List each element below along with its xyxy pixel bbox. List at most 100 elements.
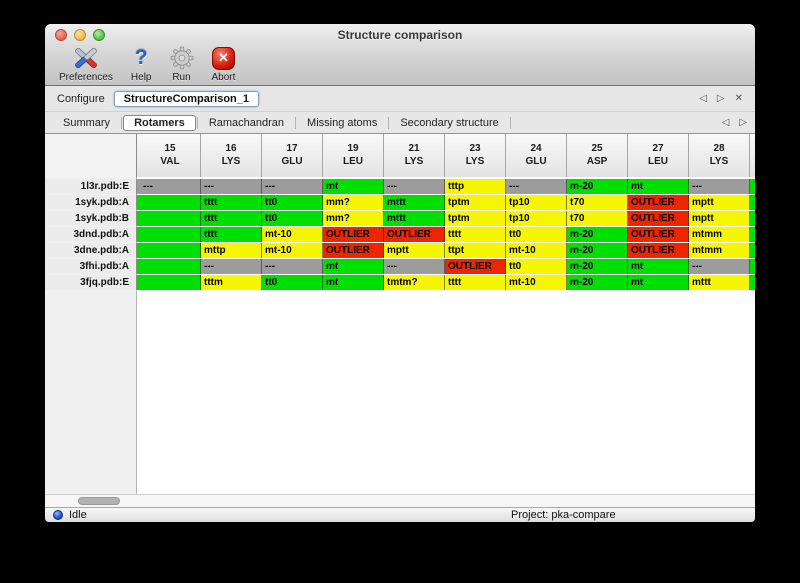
rotamer-cell[interactable]: tttp	[445, 179, 506, 194]
run-button[interactable]: Run	[170, 45, 194, 83]
rotamer-cell[interactable]: m-20	[567, 227, 628, 242]
rotamer-cell[interactable]: t70	[567, 195, 628, 210]
rotamer-cell[interactable]: OUTLIER	[323, 243, 384, 258]
rotamer-cell[interactable]: mt	[628, 179, 689, 194]
rotamer-cell[interactable]: OUTLIER	[384, 227, 445, 242]
rotamer-cell[interactable]	[140, 211, 201, 226]
rotamer-cell[interactable]: ttpt	[445, 243, 506, 258]
rotamer-cell[interactable]	[140, 227, 201, 242]
config-scroll-left-icon[interactable]: ◁	[699, 93, 707, 104]
rotamer-cell[interactable]: tt0	[262, 195, 323, 210]
rotamer-cell[interactable]: ---	[689, 259, 750, 274]
rotamer-cell[interactable]: mtmm	[689, 227, 750, 242]
rotamer-cell[interactable]: mttt	[384, 195, 445, 210]
rotamer-cell[interactable]	[140, 275, 201, 290]
rotamer-cell[interactable]: tttt	[201, 211, 262, 226]
row-label[interactable]: 1l3r.pdb:E	[45, 179, 137, 194]
rotamer-cell[interactable]: mt	[628, 259, 689, 274]
rotamer-cell[interactable]: tptm	[445, 195, 506, 210]
rotamer-cell[interactable]: tp10	[506, 195, 567, 210]
rotamer-cell[interactable]: OUTLIER	[323, 227, 384, 242]
rotamer-cell[interactable]: mttp	[201, 243, 262, 258]
config-close-icon[interactable]: ✕	[734, 93, 743, 104]
rotamer-cell[interactable]: ---	[506, 179, 567, 194]
rotamer-cell[interactable]: mt	[323, 179, 384, 194]
rotamer-cell[interactable]: tttt	[201, 195, 262, 210]
configuration-tab[interactable]: StructureComparison_1	[113, 90, 260, 107]
column-header: 21 LYS	[384, 134, 445, 177]
help-button[interactable]: ? Help	[131, 45, 152, 83]
tabs-scroll-right-icon[interactable]: ▷	[739, 117, 747, 128]
rotamer-cell[interactable]: mm?	[323, 211, 384, 226]
rotamer-cell[interactable]: tttt	[445, 275, 506, 290]
horizontal-scrollbar[interactable]	[45, 494, 755, 507]
preferences-button[interactable]: Preferences	[59, 45, 113, 83]
rotamer-cell[interactable]: t70	[567, 211, 628, 226]
row-label[interactable]: 3dne.pdb:A	[45, 243, 137, 258]
rotamer-cell[interactable]: ---	[689, 179, 750, 194]
rotamer-cell[interactable]: mptt	[689, 211, 750, 226]
tab-rotamers[interactable]: Rotamers	[123, 114, 196, 131]
rotamer-cell[interactable]: mttt	[689, 275, 750, 290]
row-label[interactable]: 1syk.pdb:B	[45, 211, 137, 226]
rotamer-cell[interactable]: OUTLIER	[628, 211, 689, 226]
row-label[interactable]: 3dnd.pdb:A	[45, 227, 137, 242]
row-label[interactable]: 3fjq.pdb:E	[45, 275, 137, 290]
rotamer-cell[interactable]: ---	[140, 179, 201, 194]
rotamer-cell[interactable]: mt	[323, 275, 384, 290]
rotamer-cell[interactable]: ---	[384, 179, 445, 194]
rotamer-cell[interactable]: mt-10	[506, 243, 567, 258]
tab-ramachandran[interactable]: Ramachandran	[208, 116, 285, 129]
rotamer-cell[interactable]: tt0	[262, 275, 323, 290]
rotamer-cell[interactable]: OUTLIER	[628, 243, 689, 258]
row-label[interactable]: 1syk.pdb:A	[45, 195, 137, 210]
rotamer-cell[interactable]: ---	[262, 259, 323, 274]
rotamer-cell[interactable]: mt-10	[262, 243, 323, 258]
rotamer-cell[interactable]: tttt	[445, 227, 506, 242]
scrollbar-thumb[interactable]	[78, 497, 120, 505]
rotamer-cell[interactable]: OUTLIER	[445, 259, 506, 274]
minimize-button[interactable]	[74, 29, 86, 41]
rotamer-cell[interactable]: mm?	[323, 195, 384, 210]
rotamer-cell[interactable]: mt-10	[262, 227, 323, 242]
config-scroll-right-icon[interactable]: ▷	[716, 93, 725, 104]
rotamer-cell[interactable]: tttt	[201, 227, 262, 242]
rotamer-cell[interactable]: tt0	[506, 227, 567, 242]
rotamer-cell[interactable]: ---	[201, 259, 262, 274]
column-header: 16 LYS	[201, 134, 262, 177]
rotamer-cell[interactable]: OUTLIER	[628, 195, 689, 210]
zoom-button[interactable]	[93, 29, 105, 41]
rotamer-cell[interactable]: m-20	[567, 275, 628, 290]
abort-button[interactable]: ✕ Abort	[212, 45, 235, 83]
tabs-scroll-left-icon[interactable]: ◁	[721, 117, 730, 128]
tab-summary[interactable]: Summary	[63, 116, 111, 129]
rotamer-cell[interactable]	[140, 195, 201, 210]
rotamer-cell[interactable]: mt	[323, 259, 384, 274]
rotamer-cell[interactable]: mt	[628, 275, 689, 290]
rotamer-cell[interactable]: tmtm?	[384, 275, 445, 290]
rotamer-cell[interactable]	[140, 259, 201, 274]
tab-missing-atoms[interactable]: Missing atoms	[307, 116, 378, 129]
rotamer-cell[interactable]: mtmm	[689, 243, 750, 258]
rotamer-cell[interactable]: tp10	[506, 211, 567, 226]
rotamer-cell[interactable]	[140, 243, 201, 258]
rotamer-cell[interactable]: m-20	[567, 179, 628, 194]
rotamer-cell[interactable]: ---	[384, 259, 445, 274]
close-button[interactable]	[55, 29, 67, 41]
rotamer-cell[interactable]: mptt	[689, 195, 750, 210]
rotamer-cell[interactable]: mptt	[384, 243, 445, 258]
rotamer-cell[interactable]: m-20	[567, 243, 628, 258]
rotamer-cell[interactable]: mt-10	[506, 275, 567, 290]
rotamer-cell[interactable]: mttt	[384, 211, 445, 226]
row-label[interactable]: 3fhi.pdb:A	[45, 259, 137, 274]
rotamer-cell[interactable]: tt0	[262, 211, 323, 226]
rotamer-cell[interactable]: tptm	[445, 211, 506, 226]
rotamer-cell[interactable]: ---	[262, 179, 323, 194]
rotamer-cell[interactable]: m-20	[567, 259, 628, 274]
rotamer-cell[interactable]: OUTLIER	[628, 227, 689, 242]
rotamer-cell[interactable]: tttm	[201, 275, 262, 290]
tab-secondary-structure[interactable]: Secondary structure	[400, 116, 499, 129]
title-bar[interactable]: Structure comparison	[45, 24, 755, 45]
rotamer-cell[interactable]: ---	[201, 179, 262, 194]
rotamer-cell[interactable]: tt0	[506, 259, 567, 274]
